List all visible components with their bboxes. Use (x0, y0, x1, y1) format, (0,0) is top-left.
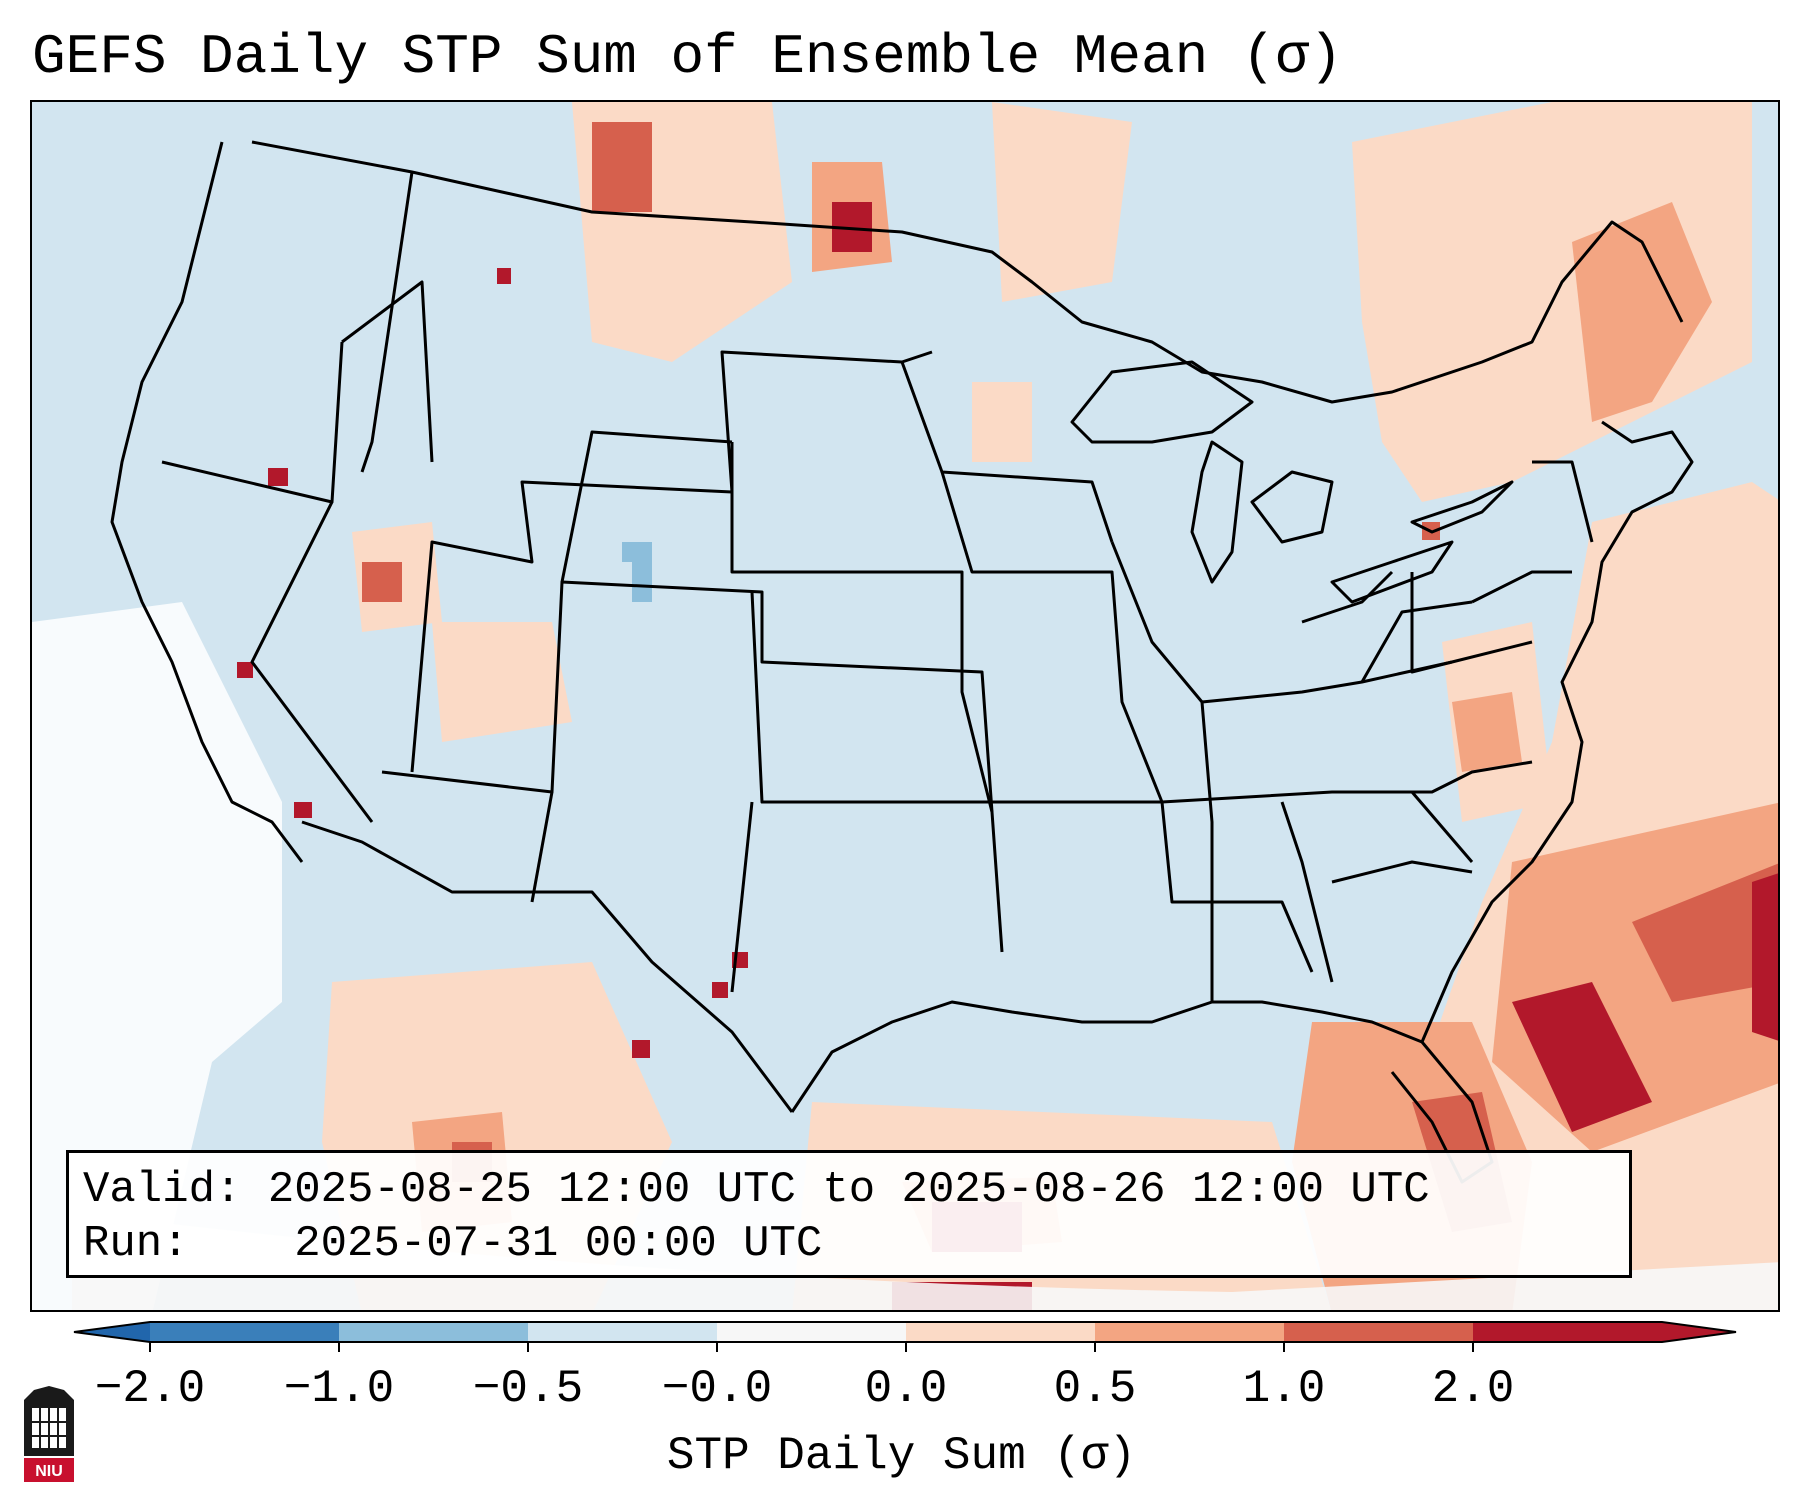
valid-label: Valid: (83, 1165, 242, 1215)
colorbar-label: STP Daily Sum (σ) (666, 1430, 1137, 1482)
colorbar-tick-label: −0.0 (661, 1363, 773, 1415)
colorbar-tick-label: −1.0 (283, 1363, 395, 1415)
colorbar-tick-label: 0.0 (864, 1363, 948, 1415)
valid-value: 2025-08-25 12:00 UTC to 2025-08-26 12:00… (267, 1165, 1430, 1215)
colorbar-tick-label: 1.0 (1242, 1363, 1326, 1415)
colorbar-segments (150, 1322, 1663, 1342)
colorbar-segment (1473, 1322, 1663, 1342)
colorbar-segment (906, 1322, 1096, 1342)
colorbar-tick-label: 0.5 (1053, 1363, 1137, 1415)
colorbar-outline (73, 1321, 1737, 1343)
valid-row: Valid: 2025-08-25 12:00 UTC to 2025-08-2… (83, 1163, 1615, 1217)
colorbar-ticks (149, 1342, 1474, 1352)
colorbar-segment (1284, 1322, 1474, 1342)
logo-text: NIU (35, 1463, 63, 1480)
colorbar-extend-low (74, 1322, 150, 1342)
run-row: Run: 2025-07-31 00:00 UTC (83, 1217, 1615, 1271)
run-label: Run: (83, 1219, 189, 1269)
colorbar-tick-label: −0.5 (472, 1363, 584, 1415)
colorbar-segment (717, 1322, 907, 1342)
stp-anomaly-fields (32, 102, 1778, 1310)
colorbar-segment (150, 1322, 340, 1342)
colorbar-extend-high (1662, 1322, 1736, 1342)
colorbar-segment (528, 1322, 718, 1342)
map-svg (32, 102, 1778, 1310)
run-value: 2025-07-31 00:00 UTC (294, 1219, 823, 1269)
niu-logo-icon: NIU (20, 1386, 78, 1484)
colorbar-segment (1095, 1322, 1285, 1342)
colorbar-segment (339, 1322, 529, 1342)
map-panel (30, 100, 1780, 1312)
valid-run-box: Valid: 2025-08-25 12:00 UTC to 2025-08-2… (66, 1150, 1632, 1278)
map-lines (110, 140, 1694, 1184)
colorbar-tick-label: 2.0 (1431, 1363, 1515, 1415)
chart-title: GEFS Daily STP Sum of Ensemble Mean (σ) (32, 25, 1343, 89)
colorbar-tick-label: −2.0 (94, 1363, 206, 1415)
